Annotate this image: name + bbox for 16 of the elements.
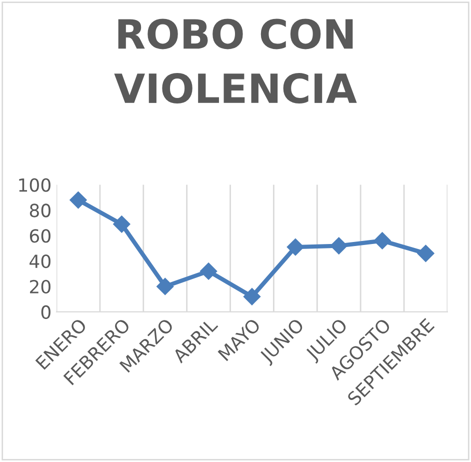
chart-title: ROBO CON VIOLENCIA <box>114 18 357 104</box>
y-tick-label: 80 <box>30 204 50 218</box>
y-tick-label: 0 <box>41 305 50 319</box>
point <box>200 262 218 280</box>
y-tick-label: 40 <box>30 254 50 268</box>
point <box>243 288 261 306</box>
y-tick-label: 60 <box>30 229 50 243</box>
point <box>373 232 392 250</box>
point <box>330 236 348 255</box>
y-tick-label: 20 <box>30 280 50 294</box>
point <box>416 244 435 262</box>
point <box>69 191 88 209</box>
point <box>156 278 174 296</box>
point <box>286 238 304 256</box>
y-tick-label: 100 <box>19 178 50 192</box>
point <box>112 215 131 234</box>
